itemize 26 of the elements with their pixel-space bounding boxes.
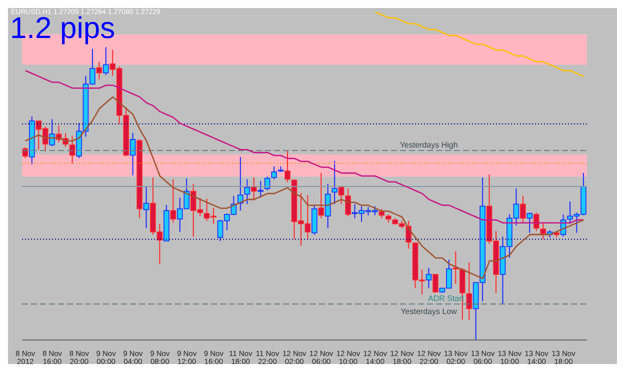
ref-line-label: Yesterdays Low: [400, 306, 458, 316]
candlestick: [238, 156, 244, 212]
ref-line-label: Yesterdays High: [400, 140, 458, 150]
candlestick: [96, 61, 102, 80]
candlestick: [338, 186, 344, 205]
candlestick: [426, 267, 432, 289]
candlestick: [258, 180, 264, 198]
candlestick: [533, 212, 540, 232]
candlestick: [170, 178, 176, 224]
candlestick: [466, 262, 472, 320]
candlestick: [69, 135, 76, 164]
candlestick: [452, 250, 459, 284]
candlestick: [102, 46, 109, 76]
candlestick: [526, 212, 533, 234]
candlestick: [324, 183, 331, 229]
candlestick: [520, 195, 526, 224]
candlestick: [332, 160, 338, 205]
candlestick: [49, 118, 55, 147]
candlestick: [284, 150, 290, 183]
candlestick: [540, 222, 546, 240]
candlestick: [318, 172, 324, 219]
candlestick: [271, 166, 277, 180]
candlestick: [345, 188, 351, 217]
candlestick: [143, 186, 150, 229]
candlestick: [244, 178, 250, 205]
candlestick: [432, 274, 438, 294]
